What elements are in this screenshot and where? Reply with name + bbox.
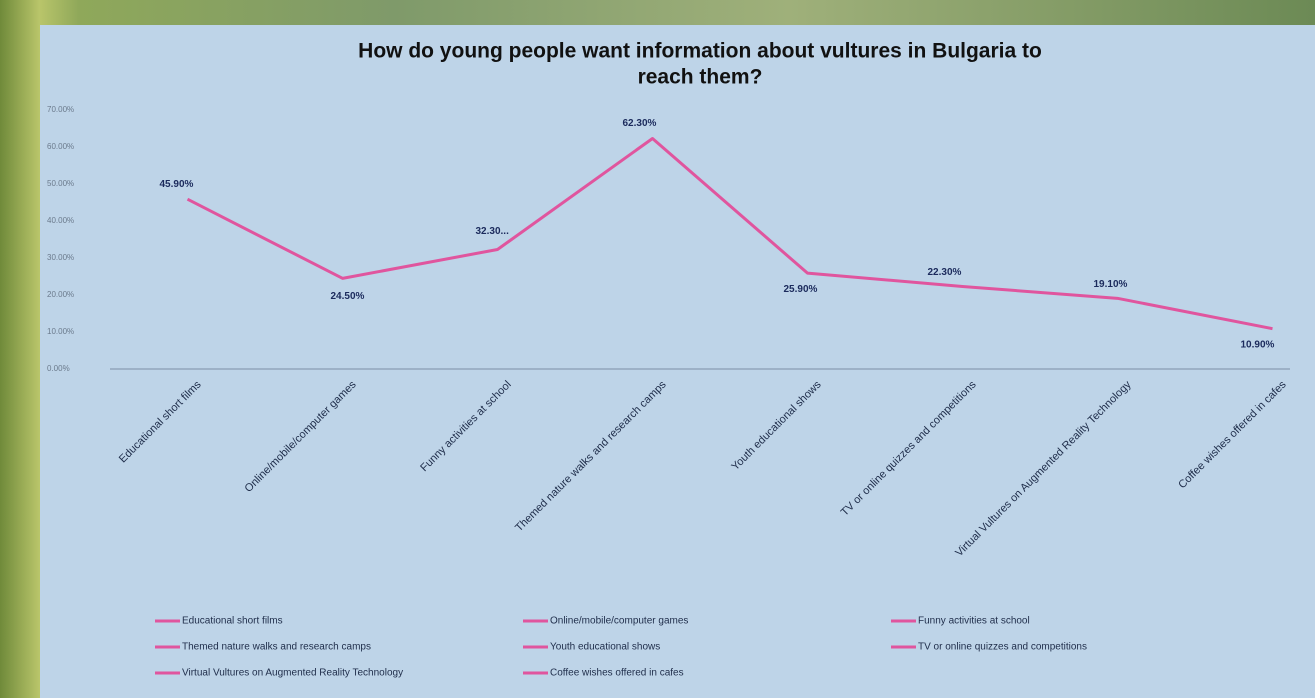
legend-label: Coffee wishes offered in cafes — [550, 668, 684, 679]
data-label: 32.30... — [476, 226, 510, 237]
data-label: 22.30% — [928, 267, 962, 278]
data-label: 10.90% — [1241, 339, 1275, 350]
legend-label: Youth educational shows — [550, 642, 660, 653]
legend-label: Themed nature walks and research camps — [182, 642, 371, 653]
chart-panel — [40, 25, 1315, 698]
data-label: 45.90% — [160, 179, 194, 190]
chart-title-line-2: reach them? — [638, 66, 763, 89]
legend-label: Funny activities at school — [918, 616, 1030, 627]
y-tick-label: 10.00% — [47, 327, 74, 336]
legend-label: TV or online quizzes and competitions — [918, 642, 1087, 653]
legend-label: Virtual Vultures on Augmented Reality Te… — [182, 668, 403, 679]
y-tick-label: 40.00% — [47, 216, 74, 225]
data-label: 25.90% — [784, 284, 818, 295]
y-tick-label: 50.00% — [47, 179, 74, 188]
chart-title-line-1: How do young people want information abo… — [358, 40, 1042, 63]
y-tick-label: 60.00% — [47, 142, 74, 151]
data-label: 19.10% — [1094, 279, 1128, 290]
y-tick-label: 0.00% — [47, 364, 70, 373]
y-tick-label: 70.00% — [47, 105, 74, 114]
data-line — [186, 136, 1273, 331]
data-label: 62.30% — [623, 118, 657, 129]
legend-label: Online/mobile/computer games — [550, 616, 688, 627]
y-tick-label: 20.00% — [47, 290, 74, 299]
legend-label: Educational short films — [182, 616, 283, 627]
data-label: 24.50% — [331, 291, 365, 302]
y-tick-label: 30.00% — [47, 253, 74, 262]
